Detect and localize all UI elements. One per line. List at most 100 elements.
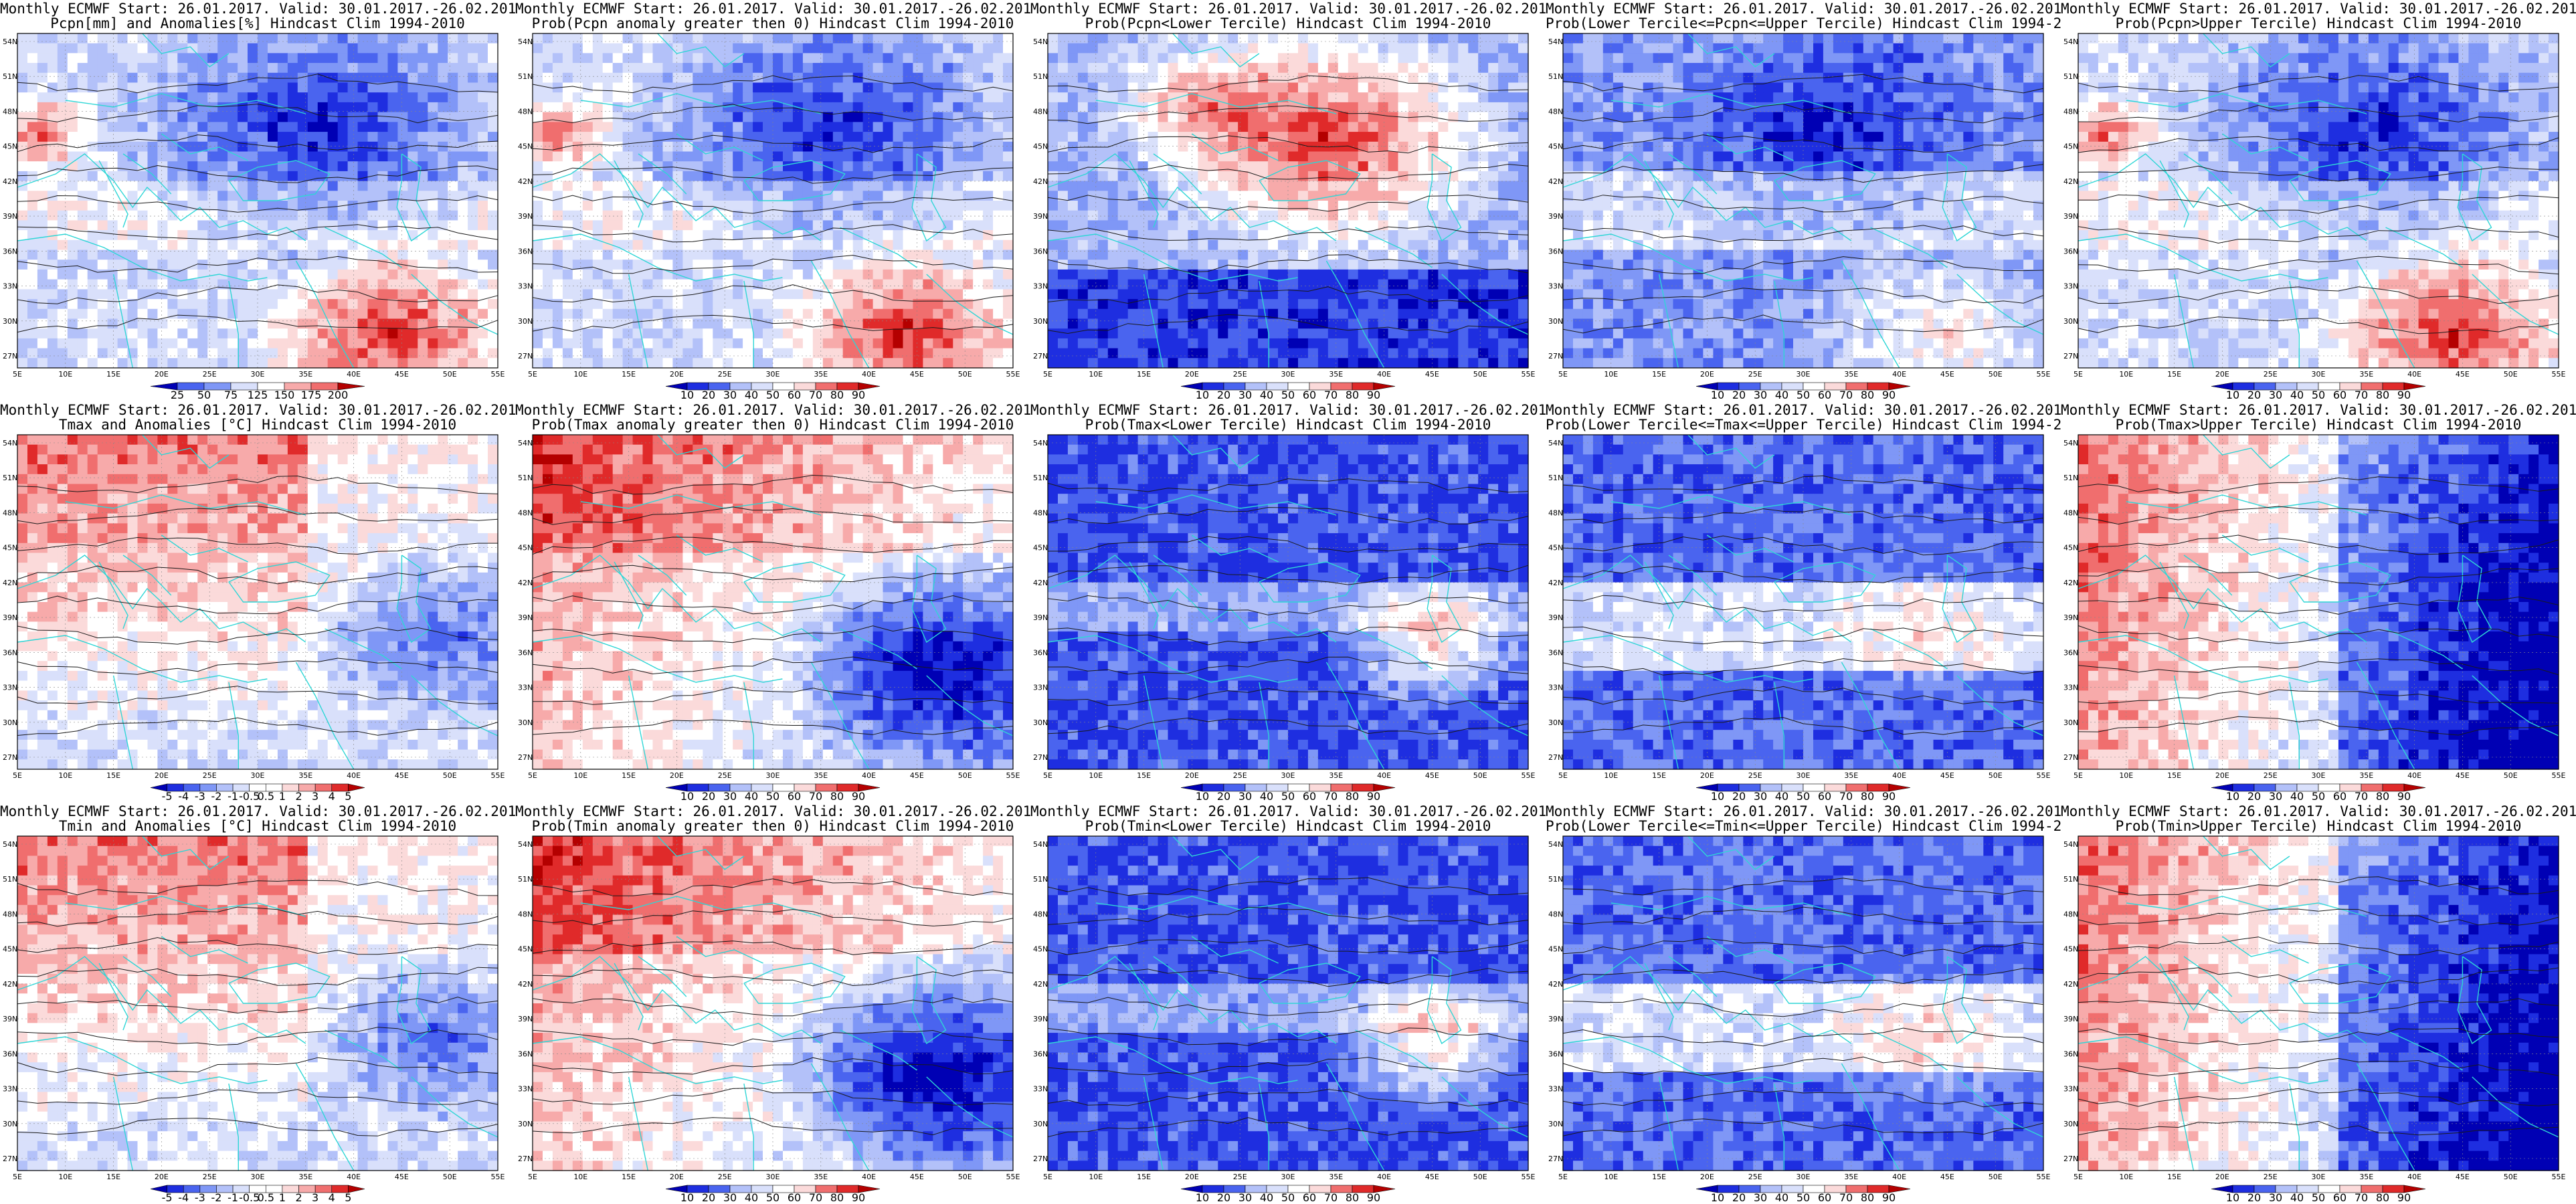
colorbar-tick-label: 80	[1346, 1191, 1359, 1204]
latitude-tick-label: 36N	[518, 1049, 533, 1058]
longitude-tick-label: 15E	[1652, 771, 1666, 780]
map-panel-prob-tmin-anomaly: 54N 51N 48N 45N 42N 39N 36N 33N 30N 27N 5E 10E 15E 20…	[515, 803, 1030, 1204]
colorbar-tick-label: 2	[295, 1191, 302, 1204]
colorbar-tick-label: 20	[1217, 389, 1230, 401]
panel-title-line2: Prob(Lower Tercile<=Pcpn<=Upper Tercile)…	[1546, 16, 2061, 31]
latitude-labels: 54N 51N 48N 45N 42N 39N 36N 33N 30N 27N	[1548, 37, 1563, 361]
longitude-tick-label: 35E	[1844, 1173, 1858, 1181]
map-frame	[17, 835, 498, 1171]
latitude-tick-label: 45N	[518, 142, 533, 151]
colorbar-tick-label: 60	[1818, 1191, 1831, 1204]
longitude-tick-label: 15E	[1137, 771, 1151, 780]
panel-title-line2: Prob(Lower Tercile<=Tmax<=Upper Tercile)…	[1546, 417, 2061, 433]
latitude-labels: 54N 51N 48N 45N 42N 39N 36N 33N 30N 27N	[2063, 840, 2078, 1163]
longitude-tick-label: 15E	[1137, 370, 1151, 379]
latitude-tick-label: 33N	[3, 282, 17, 291]
colorbar-tick-label: 20	[1732, 1191, 1746, 1204]
latitude-tick-label: 42N	[3, 177, 17, 186]
latitude-labels: 54N 51N 48N 45N 42N 39N 36N 33N 30N 27N	[1548, 840, 1563, 1163]
longitude-tick-label: 50E	[443, 771, 457, 780]
latitude-tick-label: 48N	[1033, 107, 1048, 116]
longitude-tick-label: 45E	[910, 771, 924, 780]
longitude-tick-label: 20E	[1185, 1173, 1199, 1181]
latitude-tick-label: 27N	[518, 753, 533, 762]
contour-lines	[1047, 478, 1529, 734]
latitude-tick-label: 54N	[2063, 37, 2078, 46]
colorbar-tick-label: 20	[2247, 389, 2261, 401]
colorbar-tick-label: 50	[1797, 1191, 1810, 1204]
colorbar-tick-label: 90	[852, 389, 865, 401]
longitude-tick-label: 15E	[2167, 1173, 2181, 1181]
colorbar-tick-label: 10	[680, 389, 694, 401]
longitude-tick-label: 15E	[106, 370, 120, 379]
map-panel-prob-tmax-middle-tercile: 54N 51N 48N 45N 42N 39N 36N 33N 30N 27N 5E 10E 15E 20…	[1546, 401, 2061, 803]
colorbar: 10 20 30 40 50 60 70 80 90	[1695, 783, 1911, 803]
coastlines	[1562, 33, 2044, 369]
latitude-labels: 54N 51N 48N 45N 42N 39N 36N 33N 30N 27N	[2063, 37, 2078, 361]
latitude-tick-label: 54N	[518, 840, 533, 849]
latitude-labels: 54N 51N 48N 45N 42N 39N 36N 33N 30N 27N	[1033, 439, 1048, 762]
longitude-labels: 5E 10E 15E 20E 25E 30E 35E 40E 45E 50E 55E	[1043, 370, 1535, 379]
colorbar-tick-label: 70	[1324, 790, 1338, 803]
longitude-tick-label: 35E	[1844, 771, 1858, 780]
longitude-tick-label: 35E	[1329, 370, 1343, 379]
longitude-tick-label: 30E	[251, 1173, 265, 1181]
colorbar: 25 50 75 125 150 175 200	[150, 382, 365, 401]
colorbar-tick-label: 40	[745, 790, 758, 803]
colorbar-tick-label: 70	[2355, 389, 2368, 401]
map-panel-prob-tmin-middle-tercile: 54N 51N 48N 45N 42N 39N 36N 33N 30N 27N 5E 10E 15E 20…	[1546, 803, 2061, 1204]
latitude-tick-label: 48N	[2063, 910, 2078, 918]
latitude-tick-label: 42N	[2063, 177, 2078, 186]
colorbar-tick-label: 20	[702, 1191, 715, 1204]
latitude-tick-label: 39N	[2063, 212, 2078, 221]
colorbar-tick-label: 3	[312, 1191, 318, 1204]
latitude-labels: 54N 51N 48N 45N 42N 39N 36N 33N 30N 27N	[1033, 37, 1048, 361]
panel-title-line1: Monthly ECMWF Start: 26.01.2017. Valid: …	[1546, 1, 2061, 17]
longitude-tick-label: 35E	[1329, 771, 1343, 780]
latitude-labels: 54N 51N 48N 45N 42N 39N 36N 33N 30N 27N	[1548, 439, 1563, 762]
longitude-tick-label: 25E	[1233, 771, 1247, 780]
longitude-tick-label: 40E	[2407, 370, 2421, 379]
longitude-tick-label: 20E	[670, 771, 684, 780]
colorbar-tick-label: 90	[1367, 1191, 1380, 1204]
latitude-tick-label: 33N	[3, 684, 17, 692]
contour-lines	[2078, 75, 2559, 334]
longitude-tick-label: 20E	[1700, 370, 1714, 379]
longitude-tick-label: 20E	[155, 1173, 169, 1181]
longitude-tick-label: 25E	[2264, 771, 2278, 780]
latitude-tick-label: 30N	[3, 718, 17, 727]
colorbar-tick-label: 4	[329, 1191, 335, 1204]
colorbar-tick-label: 4	[329, 790, 335, 803]
longitude-tick-label: 35E	[1844, 370, 1858, 379]
coastlines	[2078, 33, 2559, 369]
colorbar-segment	[2403, 382, 2426, 391]
colorbar-tick-label: 2	[295, 790, 302, 803]
colorbar-tick-label: 60	[1303, 1191, 1316, 1204]
latitude-tick-label: 27N	[2063, 753, 2078, 762]
colorbar-tick-label: -4	[178, 1191, 189, 1204]
colorbar: -5 -4 -3 -2 -1 -0.50.5 1 2 3 4 5	[150, 783, 365, 803]
colorbar-tick-label: 10	[2226, 389, 2239, 401]
colorbar-segment	[858, 382, 881, 391]
longitude-tick-label: 30E	[251, 771, 265, 780]
longitude-tick-label: 25E	[718, 1173, 732, 1181]
longitude-tick-label: 45E	[1425, 370, 1439, 379]
coastlines	[2078, 835, 2559, 1171]
longitude-labels: 5E 10E 15E 20E 25E 30E 35E 40E 45E 50E 55E	[1558, 1173, 2050, 1181]
colorbar-tick-label: 30	[723, 790, 737, 803]
latitude-tick-label: 45N	[518, 945, 533, 954]
longitude-tick-label: 45E	[1940, 771, 1954, 780]
latitude-tick-label: 51N	[2063, 72, 2078, 81]
longitude-tick-label: 10E	[58, 1173, 72, 1181]
coastlines	[1047, 835, 1529, 1171]
colorbar-tick-label: -1	[227, 790, 238, 803]
colorbar-tick-label: 50	[766, 790, 779, 803]
shaded-field	[1563, 435, 2044, 770]
contour-lines	[2078, 476, 2559, 736]
longitude-tick-label: 25E	[2264, 1173, 2278, 1181]
longitude-tick-label: 45E	[1940, 1173, 1954, 1181]
longitude-tick-label: 10E	[2119, 771, 2133, 780]
latitude-tick-label: 51N	[3, 72, 17, 81]
